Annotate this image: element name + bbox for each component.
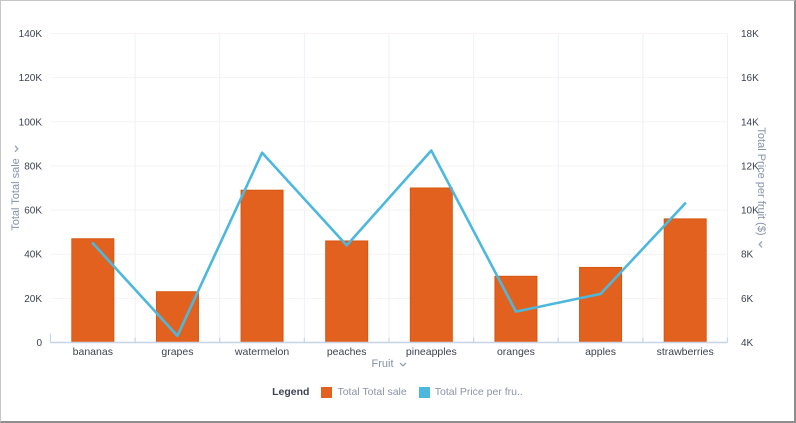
left-tick-label: 80K xyxy=(24,161,42,172)
category-label-strawberries: strawberries xyxy=(657,346,714,358)
category-label-grapes: grapes xyxy=(161,346,193,358)
right-tick-label: 6K xyxy=(741,294,754,305)
category-label-pineapples: pineapples xyxy=(406,346,457,358)
category-label-apples: apples xyxy=(585,346,616,358)
category-label-oranges: oranges xyxy=(497,346,535,358)
right-tick-label: 10K xyxy=(741,206,759,217)
right-tick-label: 18K xyxy=(741,29,759,40)
x-axis-title[interactable]: Fruit xyxy=(50,358,728,370)
bar-pineapples[interactable] xyxy=(409,187,453,343)
bar-watermelon[interactable] xyxy=(240,189,284,343)
right-tick-label: 4K xyxy=(741,338,754,349)
chevron-down-icon xyxy=(758,241,763,249)
chevron-down-icon xyxy=(14,145,19,153)
price-per-fruit-line[interactable] xyxy=(91,149,687,338)
left-tick-label: 100K xyxy=(19,117,43,128)
legend-swatch-price-per-fruit-icon xyxy=(418,386,430,398)
legend-label-total-sale: Total Total sale xyxy=(337,386,407,398)
left-tick-label: 40K xyxy=(24,250,42,261)
bar-peaches[interactable] xyxy=(325,240,369,344)
legend-item-total-sale[interactable]: Total Total sale xyxy=(321,386,407,398)
left-tick-label: 60K xyxy=(24,206,42,217)
legend-swatch-total-sale-icon xyxy=(321,386,333,398)
right-tick-label: 14K xyxy=(741,117,759,128)
category-label-peaches: peaches xyxy=(327,346,367,358)
left-axis-title[interactable]: Total Total sale xyxy=(10,145,22,231)
category-label-bananas: bananas xyxy=(73,346,113,358)
bar-bananas[interactable] xyxy=(71,238,115,343)
right-axis-title[interactable]: Total Price per fruit ($) xyxy=(755,127,767,249)
right-axis-title-label: Total Price per fruit ($) xyxy=(755,127,767,236)
left-tick-label: 0 xyxy=(36,338,42,349)
category-label-watermelon: watermelon xyxy=(234,346,289,358)
legend: Legend Total Total sale Total Price per … xyxy=(1,384,794,400)
right-tick-label: 16K xyxy=(741,73,759,84)
left-axis-title-label: Total Total sale xyxy=(10,158,22,231)
bar-strawberries[interactable] xyxy=(663,218,707,343)
right-tick-label: 8K xyxy=(741,250,754,261)
left-tick-label: 120K xyxy=(19,73,43,84)
left-tick-label: 20K xyxy=(24,294,42,305)
legend-label-price-per-fruit: Total Price per fru.. xyxy=(434,386,523,398)
chevron-down-icon xyxy=(399,362,406,367)
left-tick-label: 140K xyxy=(19,29,43,40)
legend-item-price-per-fruit[interactable]: Total Price per fru.. xyxy=(418,386,523,398)
x-axis-title-label: Fruit xyxy=(371,358,394,370)
legend-title: Legend xyxy=(272,386,310,398)
right-tick-label: 12K xyxy=(741,161,759,172)
